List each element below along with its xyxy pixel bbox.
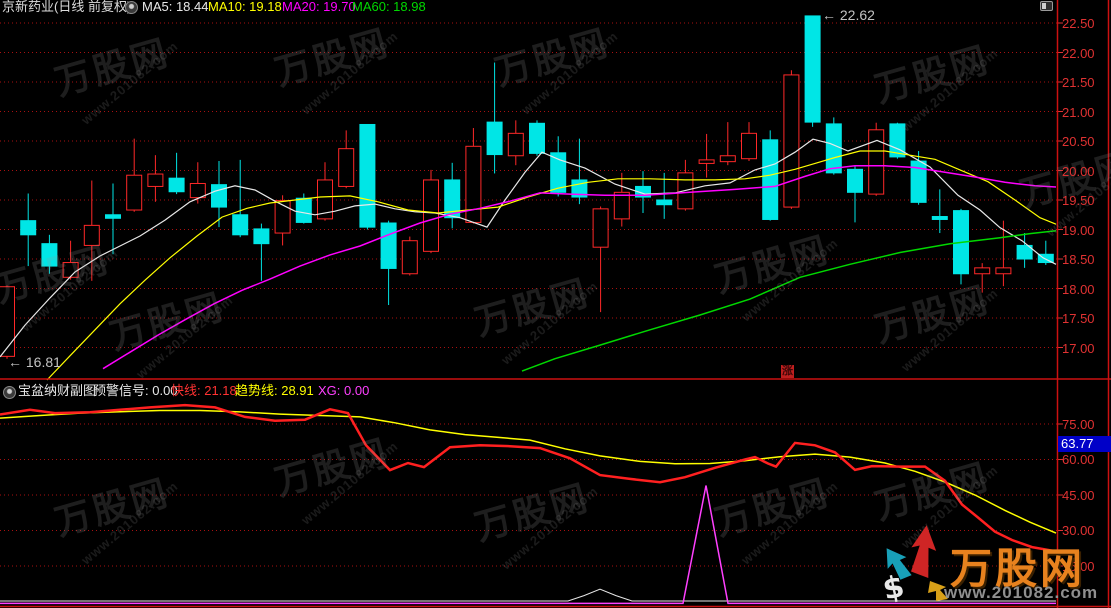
indicator-signal-label: 趋势线: 28.91 bbox=[235, 383, 314, 398]
ma-value-label: MA20: 19.70 bbox=[282, 0, 356, 14]
ma-value-label: MA5: 18.44 bbox=[142, 0, 209, 14]
ma-value-label: MA10: 19.18 bbox=[208, 0, 282, 14]
sub-axis-label: 75.00 bbox=[1062, 416, 1095, 432]
indicator-name: 宝盆纳财副图 bbox=[18, 383, 97, 398]
main-axis-label: 18.00 bbox=[1062, 281, 1095, 297]
stock-title: 京新药业(日线 前复权) bbox=[2, 0, 132, 14]
sub-axis-label: 60.00 bbox=[1062, 452, 1095, 468]
main-axis-label: 20.00 bbox=[1062, 163, 1095, 179]
main-axis-label: 22.50 bbox=[1062, 16, 1095, 31]
window-restore-icon[interactable] bbox=[1040, 1, 1053, 11]
rise-signal-badge: 涨 bbox=[781, 365, 794, 378]
main-axis-label: 18.50 bbox=[1062, 252, 1095, 267]
price-annotation: ← 22.62 bbox=[822, 7, 875, 23]
clock-icon bbox=[125, 1, 138, 14]
main-axis-label: 21.00 bbox=[1062, 104, 1095, 120]
sub-axis-label: 45.00 bbox=[1062, 487, 1095, 503]
main-axis-label: 17.00 bbox=[1062, 340, 1095, 356]
main-axis-label: 21.50 bbox=[1062, 75, 1095, 90]
ma-value-label: MA60: 18.98 bbox=[352, 0, 426, 14]
main-axis-label: 20.50 bbox=[1062, 134, 1095, 149]
sub-axis-label: 15.00 bbox=[1062, 558, 1095, 574]
indicator-signal-label: XG: 0.00 bbox=[318, 383, 370, 398]
indicator-signal-label: 快线: 21.18 bbox=[171, 383, 237, 398]
clock-icon-sub bbox=[3, 386, 16, 399]
indicator-signal-label: 预警信号: 0.00 bbox=[93, 383, 178, 398]
main-axis-label: 19.00 bbox=[1062, 222, 1095, 238]
window-pane-glyph bbox=[1042, 3, 1046, 9]
sub-axis-label: 30.00 bbox=[1062, 523, 1095, 539]
main-axis-label: 17.50 bbox=[1062, 311, 1095, 326]
price-annotation: ← 16.81 bbox=[8, 354, 61, 370]
main-axis-label: 19.50 bbox=[1062, 193, 1095, 208]
current-value-marker: 63.77 bbox=[1058, 436, 1111, 452]
main-axis-label: 22.00 bbox=[1062, 45, 1095, 61]
